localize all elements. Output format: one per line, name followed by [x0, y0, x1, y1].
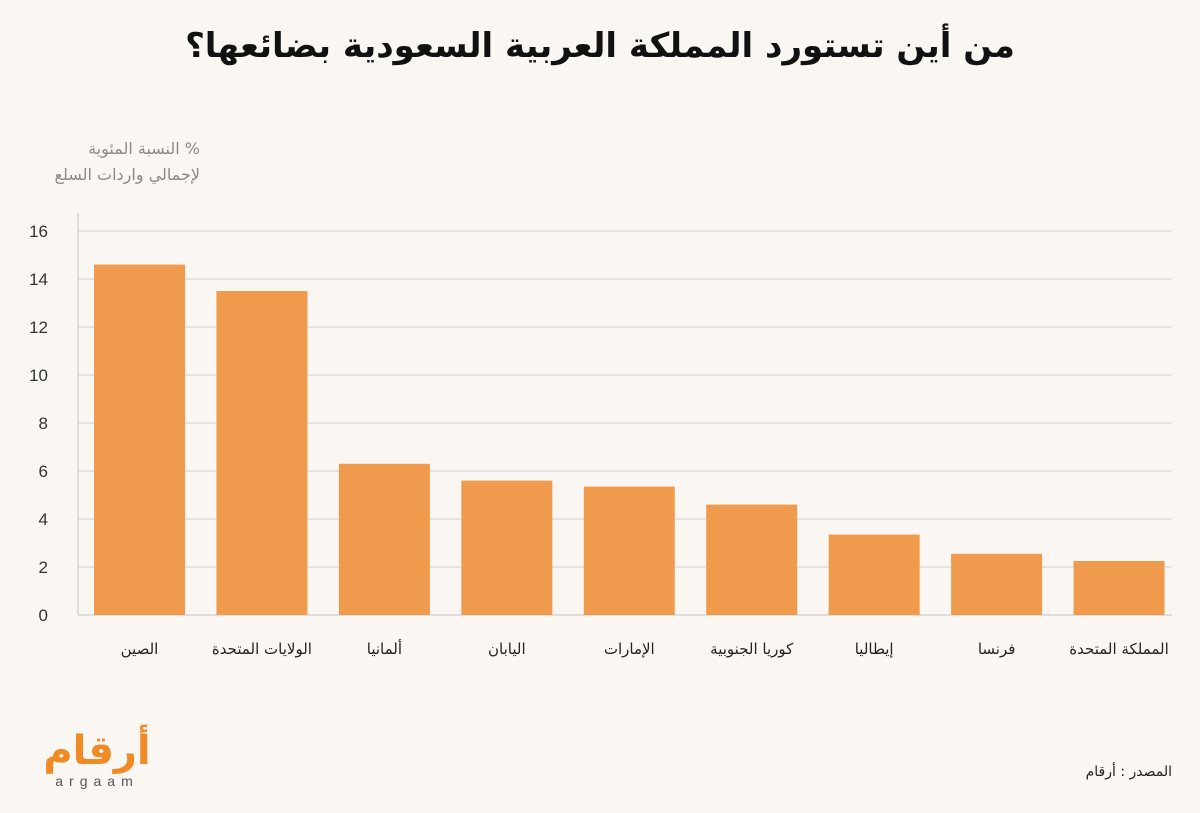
y-tick-label: 2 [39, 558, 48, 577]
bar [828, 534, 920, 615]
x-category-label: الصين [121, 640, 159, 658]
y-axis-label-line-1: % النسبة المئوية [88, 139, 200, 158]
logo-latin-text: argaam [55, 773, 138, 789]
bar [216, 291, 308, 615]
y-tick-label: 6 [39, 462, 48, 481]
bar [1073, 561, 1165, 615]
bar [94, 264, 185, 615]
y-tick-label: 10 [29, 366, 48, 385]
bar [461, 480, 553, 615]
source-note: المصدر : أرقام [1085, 764, 1172, 780]
logo-arabic-text: أرقام [43, 724, 150, 774]
argaam-logo: أرقام argaam [43, 724, 150, 789]
bar [951, 553, 1043, 615]
bar [706, 504, 798, 615]
y-axis-label-line-2: لإجمالي واردات السلع [54, 165, 200, 184]
x-category-label: الإمارات [604, 640, 655, 658]
x-category-label: ألمانيا [367, 639, 402, 658]
x-category-label: الولايات المتحدة [212, 640, 312, 658]
x-category-label: فرنسا [978, 640, 1016, 658]
bar [338, 463, 430, 615]
y-axis-label: % النسبة المئوية لإجمالي واردات السلع [20, 136, 200, 188]
y-tick-label: 4 [39, 510, 48, 529]
x-category-label: المملكة المتحدة [1069, 640, 1169, 658]
bar [583, 486, 675, 615]
y-tick-label: 16 [29, 222, 48, 241]
x-category-label: كوريا الجنوبية [710, 640, 794, 658]
y-tick-label: 0 [39, 606, 48, 625]
x-category-label: اليابان [488, 640, 526, 658]
bar-chart: 0 2 4 6 8 10 12 14 16 الصين الولايات المتحدة ألماني… [29, 213, 1172, 658]
y-tick-label: 14 [29, 270, 48, 289]
chart-title: من أين تستورد المملكة العربية السعودية ب… [185, 26, 1015, 66]
x-category-label: إيطاليا [855, 640, 894, 658]
y-tick-label: 12 [29, 318, 48, 337]
y-tick-label: 8 [39, 414, 48, 433]
